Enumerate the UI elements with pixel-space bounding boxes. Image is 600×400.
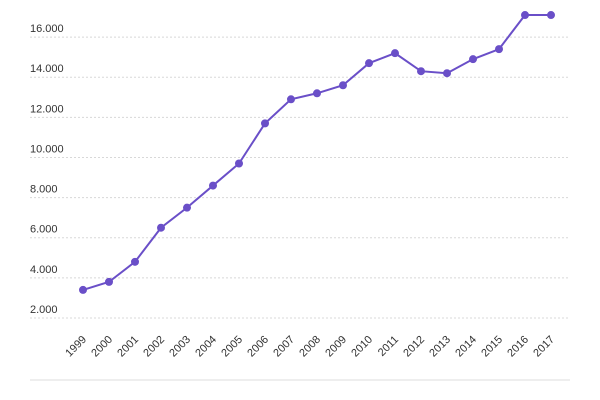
point	[287, 95, 295, 104]
point	[495, 45, 503, 54]
x-tick-label: 2008	[297, 334, 323, 360]
x-tick-label: 2012	[401, 334, 427, 360]
point	[469, 55, 477, 64]
point	[209, 181, 217, 190]
y-tick-label: 12.000	[30, 103, 64, 115]
x-tick-label: 2005	[219, 334, 245, 360]
x-tick-label: 1999	[63, 334, 89, 360]
x-tick-label: 2004	[193, 334, 219, 360]
point	[313, 89, 321, 98]
point	[521, 11, 529, 20]
x-tick-label: 2003	[167, 334, 193, 360]
point	[105, 277, 113, 286]
point	[417, 67, 425, 76]
y-tick-label: 14.000	[30, 63, 64, 75]
point	[131, 257, 139, 266]
y-tick-label: 6.000	[30, 224, 58, 236]
x-tick-label: 2009	[323, 334, 349, 360]
point	[391, 49, 399, 58]
y-tick-label: 4.000	[30, 264, 58, 276]
x-tick-label: 2002	[141, 334, 167, 360]
line	[82, 14, 551, 291]
x-tick-label: 2010	[349, 334, 375, 360]
point	[157, 223, 165, 232]
x-tick-label: 2001	[115, 334, 141, 360]
point	[547, 11, 555, 20]
x-tick-label: 2017	[531, 334, 557, 360]
point	[365, 59, 373, 68]
point	[443, 69, 451, 78]
y-tick-label: 8.000	[30, 184, 58, 196]
point	[339, 81, 347, 90]
point	[261, 119, 269, 128]
point	[79, 285, 87, 294]
x-tick-label: 2014	[453, 334, 479, 360]
y-tick-label: 16.000	[30, 23, 64, 35]
point	[235, 159, 243, 168]
x-tick-label: 2000	[89, 334, 115, 360]
x-tick-label: 2006	[245, 334, 271, 360]
x-tick-label: 2015	[479, 334, 505, 360]
x-tick-label: 2013	[427, 334, 453, 360]
y-tick-label: 10.000	[30, 143, 64, 155]
x-tick-label: 2011	[376, 334, 401, 359]
point	[183, 203, 191, 212]
y-tick-label: 2.000	[30, 304, 58, 316]
x-tick-label: 2016	[505, 334, 531, 360]
x-tick-label: 2007	[271, 334, 297, 360]
